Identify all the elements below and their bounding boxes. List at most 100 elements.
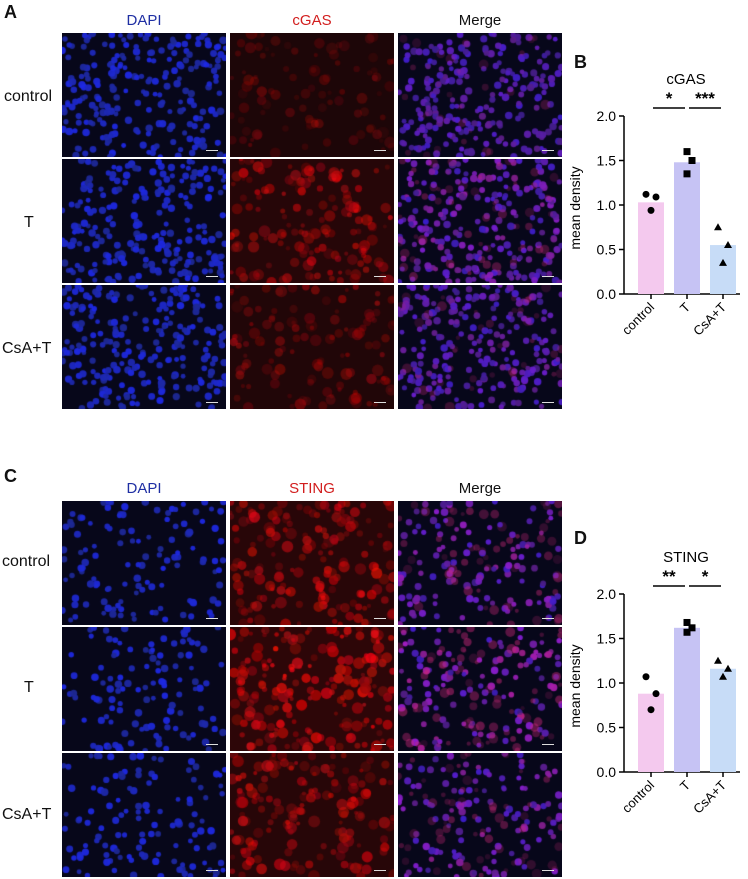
scale-bar xyxy=(206,399,218,403)
bar-chart-cgas: cGAS mean density 0.0 0.5 1.0 1.5 2.0 control… xyxy=(567,71,740,338)
cgas-bar-csa-t xyxy=(710,245,736,294)
panel-letter-a: A xyxy=(4,2,17,22)
sting-x-label: control xyxy=(619,777,657,815)
micrograph-dapi-control xyxy=(62,501,226,625)
scale-bar xyxy=(374,741,386,745)
micrograph-sting-t xyxy=(230,627,394,751)
sting-y-tick-label: 2.0 xyxy=(597,586,617,602)
sting-point xyxy=(714,656,722,664)
micrograph-merge-t xyxy=(398,627,562,751)
scale-bar xyxy=(542,867,554,871)
cgas-y-tick-label: 1.5 xyxy=(597,153,617,169)
micrograph-dapi-t xyxy=(62,159,226,283)
sting-point xyxy=(688,624,696,632)
panel-letter-b: B xyxy=(574,52,587,72)
cgas-x-label: CsA+T xyxy=(690,299,729,338)
cgas-x-label: control xyxy=(619,299,657,337)
sting-significance-label: * xyxy=(702,567,709,586)
row-label-control-bottom: control xyxy=(2,553,51,570)
column-header-sting: STING xyxy=(289,480,335,497)
sting-point xyxy=(719,672,727,680)
cgas-significance-label: *** xyxy=(695,89,715,108)
scale-bar xyxy=(206,147,218,151)
scale-bar xyxy=(374,867,386,871)
column-header-cgas: cGAS xyxy=(292,12,332,29)
panel-letter-c: C xyxy=(4,466,17,486)
sting-bar-control xyxy=(638,693,664,772)
cgas-point xyxy=(642,190,650,198)
scale-bar xyxy=(374,147,386,151)
micrograph-dapi-control xyxy=(62,33,226,157)
panel-letter-d: D xyxy=(574,528,587,548)
sting-x-label: CsA+T xyxy=(690,777,729,816)
micrograph-sting-control xyxy=(230,501,394,625)
cgas-point xyxy=(719,258,727,266)
scale-bar xyxy=(542,147,554,151)
micrograph-sting-csa-t xyxy=(230,753,394,877)
scale-bar xyxy=(542,399,554,403)
micrograph-dapi-csa-t xyxy=(62,753,226,877)
cgas-bar-t xyxy=(674,162,700,294)
scale-bar xyxy=(542,615,554,619)
micrograph-cgas-control xyxy=(230,33,394,157)
cgas-point xyxy=(652,193,660,201)
sting-y-tick-label: 0.0 xyxy=(597,764,617,780)
micrograph-dapi-csa-t xyxy=(62,285,226,409)
scale-bar xyxy=(542,273,554,277)
sting-y-tick-label: 1.5 xyxy=(597,631,617,647)
scale-bar xyxy=(206,615,218,619)
scale-bar xyxy=(374,399,386,403)
micrograph-dapi-t xyxy=(62,627,226,751)
row-label-t-top: T xyxy=(24,214,34,231)
cgas-point xyxy=(714,223,722,231)
y-axis-label-sting: mean density xyxy=(567,644,583,727)
cgas-point xyxy=(688,157,696,164)
cgas-y-tick-label: 0.0 xyxy=(597,286,617,302)
sting-significance-label: ** xyxy=(662,567,676,586)
sting-x-label: T xyxy=(677,777,693,793)
cgas-point xyxy=(683,148,691,156)
column-header-merge-bottom: Merge xyxy=(458,480,502,497)
scale-bar xyxy=(206,741,218,745)
micrograph-merge-control xyxy=(398,33,562,157)
row-label-csa-t-top: CsA+T xyxy=(2,340,52,357)
sting-y-tick-label: 1.0 xyxy=(597,675,617,691)
sting-y-tick-label: 0.5 xyxy=(597,720,617,736)
scale-bar xyxy=(206,867,218,871)
column-header-dapi-bottom: DAPI xyxy=(126,480,162,497)
cgas-significance-label: * xyxy=(666,89,673,108)
sting-point xyxy=(647,706,655,714)
cgas-x-label: T xyxy=(677,299,693,315)
sting-point xyxy=(724,664,732,672)
chart-title-cgas: cGAS xyxy=(666,71,705,88)
row-label-csa-t-bottom: CsA+T xyxy=(2,806,52,823)
sting-point xyxy=(683,628,691,636)
micrograph-merge-csa-t xyxy=(398,285,562,409)
scale-bar xyxy=(206,273,218,277)
scale-bar xyxy=(542,741,554,745)
sting-bar-csa-t xyxy=(710,668,736,772)
column-header-dapi-top: DAPI xyxy=(126,12,162,29)
micrograph-merge-t xyxy=(398,159,562,283)
micrograph-cgas-t xyxy=(230,159,394,283)
cgas-bar-control xyxy=(638,202,664,294)
cgas-point xyxy=(724,241,732,249)
micrograph-merge-csa-t xyxy=(398,753,562,877)
sting-point xyxy=(652,690,660,698)
y-axis-label-cgas: mean density xyxy=(567,166,583,249)
scale-bar xyxy=(374,615,386,619)
cgas-y-tick-label: 2.0 xyxy=(597,108,617,124)
bar-chart-sting: STING mean density 0.0 0.5 1.0 1.5 2.0 contro… xyxy=(567,549,740,816)
sting-point xyxy=(642,673,650,681)
micrograph-cgas-csa-t xyxy=(230,285,394,409)
sting-bar-t xyxy=(674,627,700,772)
row-label-control-top: control xyxy=(4,88,53,105)
cgas-y-tick-label: 1.0 xyxy=(597,197,617,213)
sting-point xyxy=(683,618,691,626)
scale-bar xyxy=(374,273,386,277)
row-label-t-bottom: T xyxy=(24,679,34,696)
cgas-point xyxy=(683,170,691,178)
micrograph-merge-control xyxy=(398,501,562,625)
chart-title-sting: STING xyxy=(663,549,709,566)
column-header-merge-top: Merge xyxy=(458,12,502,29)
